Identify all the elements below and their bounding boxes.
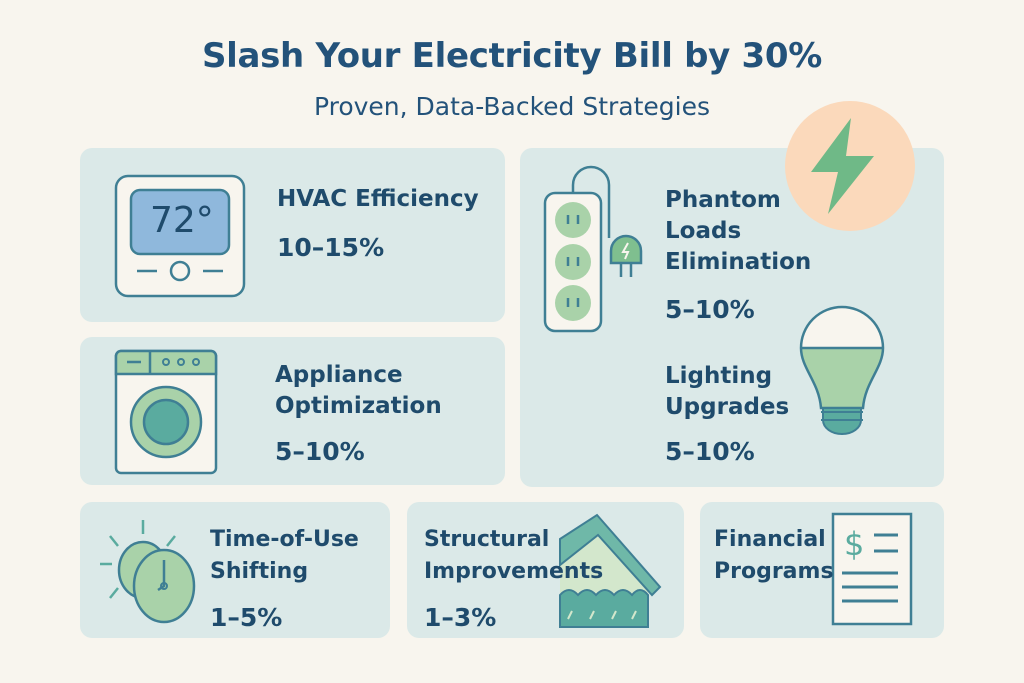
power-strip-icon — [543, 165, 643, 333]
strategy-label: Structural Improvements — [424, 527, 604, 584]
light-bulb-icon — [799, 305, 885, 435]
lightning-badge-icon — [785, 101, 915, 231]
strategy-label: Time-of-Use Shifting — [210, 527, 359, 584]
thermostat-display: 72° — [150, 200, 214, 241]
svg-text:$: $ — [844, 525, 864, 563]
strategy-savings: 5–10% — [665, 295, 755, 324]
strategy-label: Phantom Loads Elimination — [665, 187, 812, 275]
clock-sun-icon — [100, 520, 196, 624]
strategy-savings: 1–5% — [210, 603, 283, 632]
page-subtitle: Proven, Data-Backed Strategies — [313, 92, 711, 121]
strategy-savings: 5–10% — [665, 437, 755, 466]
strategy-savings: 5–10% — [275, 437, 365, 466]
strategy-label: Financial Programs — [714, 527, 834, 584]
house-insulation-icon — [559, 513, 662, 628]
strategy-label: Appliance Optimization — [275, 362, 442, 419]
strategy-label: HVAC Efficiency — [277, 186, 479, 212]
dollar-document-icon: $ — [831, 512, 913, 626]
strategy-savings: 10–15% — [277, 233, 385, 262]
page-title: Slash Your Electricity Bill by 30% — [201, 36, 823, 76]
strategy-label: Lighting Upgrades — [665, 363, 790, 420]
thermostat-icon — [114, 174, 246, 298]
washing-machine-icon — [114, 349, 218, 475]
strategy-savings: 1–3% — [424, 603, 497, 632]
